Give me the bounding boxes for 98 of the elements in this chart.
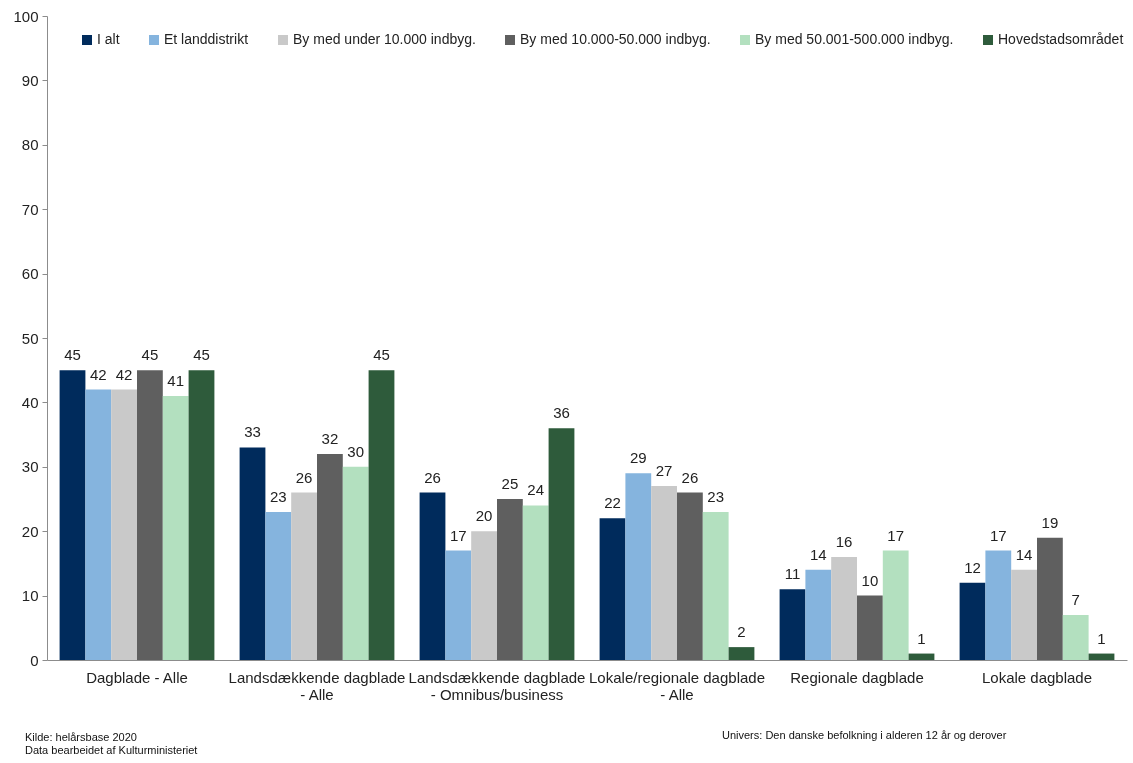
bar bbox=[111, 389, 137, 660]
legend-label: By med under 10.000 indbyg. bbox=[293, 31, 476, 47]
data-label: 17 bbox=[449, 526, 467, 544]
data-label: 26 bbox=[681, 468, 699, 486]
data-label: 27 bbox=[655, 462, 673, 480]
data-label: 26 bbox=[295, 468, 313, 486]
legend-label: I alt bbox=[97, 31, 120, 47]
data-label: 7 bbox=[1071, 590, 1080, 608]
y-tick-label: 60 bbox=[21, 265, 39, 283]
data-label: 14 bbox=[809, 545, 827, 563]
data-label: 1 bbox=[917, 629, 926, 647]
x-tick-label: Dagblade - Alle bbox=[86, 668, 188, 686]
x-tick-label: Regionale dagblade bbox=[790, 668, 924, 686]
data-label: 11 bbox=[784, 565, 801, 583]
y-tick-label: 50 bbox=[21, 329, 39, 347]
bar bbox=[1062, 614, 1089, 660]
x-tick-label: Landsdækkende dagblade - Alle bbox=[228, 668, 406, 703]
data-label: 25 bbox=[501, 475, 519, 492]
data-label: 30 bbox=[347, 442, 365, 460]
bar bbox=[419, 492, 446, 660]
bar bbox=[1088, 653, 1115, 660]
data-label: 24 bbox=[527, 481, 545, 499]
bar bbox=[985, 550, 1012, 660]
y-tick-label: 0 bbox=[30, 651, 39, 669]
bar bbox=[265, 511, 292, 660]
data-label: 26 bbox=[424, 468, 441, 486]
data-label: 1 bbox=[1097, 629, 1106, 647]
bar bbox=[162, 395, 189, 660]
data-label: 41 bbox=[167, 371, 185, 389]
data-label: 29 bbox=[629, 449, 647, 467]
data-label: 14 bbox=[1015, 545, 1033, 563]
bar bbox=[137, 370, 163, 660]
data-label: 20 bbox=[475, 507, 493, 525]
bar bbox=[317, 453, 343, 660]
bar bbox=[548, 428, 575, 660]
bar bbox=[908, 653, 935, 660]
text: Kilde: helårsbase 2020 bbox=[25, 731, 137, 743]
bar bbox=[625, 473, 652, 660]
bar bbox=[1011, 569, 1037, 660]
data-label: 32 bbox=[321, 429, 339, 447]
data-label: 23 bbox=[269, 487, 287, 505]
y-tick-label: 80 bbox=[21, 136, 39, 154]
bar bbox=[59, 370, 86, 660]
bar bbox=[188, 370, 215, 660]
y-tick-label: 40 bbox=[21, 393, 39, 411]
bar bbox=[779, 589, 806, 660]
y-tick-label: 70 bbox=[21, 200, 39, 218]
data-label: 45 bbox=[193, 346, 210, 364]
bar bbox=[522, 505, 549, 660]
x-tick-label: Landsdækkende dagblade - Omnibus/business bbox=[408, 668, 586, 703]
bar bbox=[471, 531, 497, 660]
bar bbox=[342, 466, 369, 660]
bar bbox=[1037, 537, 1063, 660]
data-label: 23 bbox=[707, 487, 725, 505]
y-tick-label: 90 bbox=[21, 71, 39, 89]
bar bbox=[882, 550, 909, 660]
data-label: 45 bbox=[64, 346, 81, 364]
data-label: 2 bbox=[737, 623, 746, 641]
bar bbox=[959, 582, 986, 660]
bar bbox=[85, 389, 112, 660]
bar bbox=[805, 569, 832, 660]
legend-label: Hovedstadsområdet bbox=[998, 31, 1124, 47]
data-label: 42 bbox=[89, 365, 107, 383]
x-tick-label: Lokale dagblade bbox=[981, 668, 1093, 686]
x-tick-label: Lokale/regionale dagblade - Alle bbox=[589, 668, 765, 703]
data-label: 45 bbox=[373, 346, 390, 364]
data-label: 45 bbox=[141, 346, 159, 364]
bar bbox=[497, 499, 523, 660]
data-label: 19 bbox=[1041, 513, 1059, 531]
bar bbox=[677, 492, 703, 660]
data-label: 16 bbox=[835, 532, 853, 550]
text: Univers: Den danske befolkning i alderen 12 år og derover bbox=[722, 729, 1007, 741]
y-tick-label: 30 bbox=[21, 458, 39, 476]
bar bbox=[651, 486, 677, 660]
bar bbox=[702, 511, 729, 660]
y-tick-label: 100 bbox=[13, 7, 39, 25]
data-label: 22 bbox=[604, 494, 621, 512]
y-tick-label: 10 bbox=[21, 587, 39, 605]
data-label: 33 bbox=[244, 423, 261, 441]
legend-label: Et landdistrikt bbox=[164, 31, 249, 47]
bar bbox=[599, 518, 626, 660]
bar bbox=[239, 447, 266, 660]
bar bbox=[291, 492, 317, 660]
bar bbox=[368, 370, 395, 660]
data-label: 36 bbox=[553, 404, 570, 422]
data-label: 12 bbox=[964, 558, 981, 576]
bar bbox=[857, 595, 883, 660]
bar bbox=[445, 550, 472, 660]
bar bbox=[728, 647, 755, 660]
legend-label: By med 50.001-500.000 indbyg. bbox=[755, 31, 954, 47]
text: Data bearbeidet af Kulturministeriet bbox=[25, 744, 198, 756]
data-label: 17 bbox=[989, 526, 1007, 544]
bar bbox=[831, 556, 857, 660]
y-tick-label: 20 bbox=[21, 522, 39, 540]
data-label: 10 bbox=[861, 571, 879, 589]
legend-label: By med 10.000-50.000 indbyg. bbox=[520, 31, 711, 47]
data-label: 17 bbox=[887, 526, 905, 544]
data-label: 42 bbox=[115, 365, 133, 383]
